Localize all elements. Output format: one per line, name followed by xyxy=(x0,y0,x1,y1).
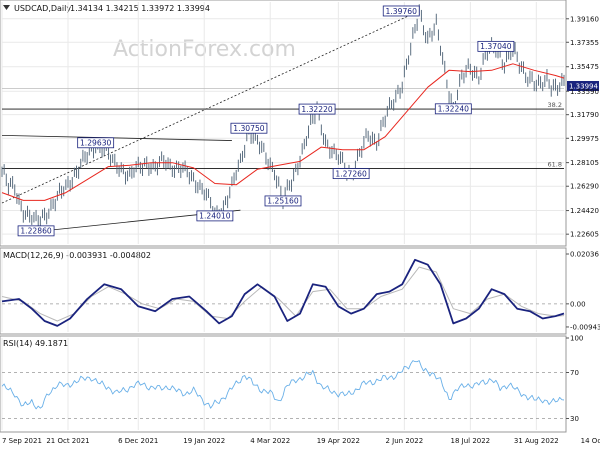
price-tick-label: 1.26290 xyxy=(570,183,599,191)
moving-average-line xyxy=(1,63,565,201)
price-level-label: 1.29630 xyxy=(80,139,112,148)
fib-label: 61.8 xyxy=(548,161,562,169)
price-tick-label: 1.35475 xyxy=(570,63,599,71)
x-tick-label: 6 Dec 2021 xyxy=(118,437,158,445)
x-tick-label: 7 Sep 2021 xyxy=(2,437,42,445)
price-tick-label: 1.24420 xyxy=(570,207,599,215)
macd-signal-line xyxy=(1,266,565,322)
price-level-label: 1.37040 xyxy=(480,42,512,51)
rsi-tick-label: 30 xyxy=(570,415,579,423)
macd-tick-label: 0.02036 xyxy=(570,251,599,259)
price-tick-label: 1.39160 xyxy=(570,15,599,23)
dotted-trendline xyxy=(1,10,420,204)
price-level-label-box xyxy=(332,168,370,180)
price-level-label: 1.39760 xyxy=(386,7,418,16)
price-tick-label: 1.33590 xyxy=(570,88,599,96)
macd-tick-label: -0.009438 xyxy=(570,323,600,331)
fib-label: 38.2 xyxy=(548,101,562,109)
price-level-label-box xyxy=(196,210,234,222)
macd-pane xyxy=(0,247,567,335)
x-tick-label: 18 Jul 2022 xyxy=(451,437,491,445)
price-level-label: 1.30750 xyxy=(233,124,265,133)
rsi-tick-label: 100 xyxy=(570,335,583,343)
dropdown-triangle-icon[interactable] xyxy=(3,5,10,10)
price-level-label: 1.25160 xyxy=(267,197,299,206)
price-level-label: 1.32240 xyxy=(438,105,470,114)
price-level-label-box xyxy=(77,137,115,149)
x-tick-label: 2 Jun 2022 xyxy=(386,437,424,445)
price-level-label-box xyxy=(298,103,336,115)
price-level-label-box xyxy=(434,103,472,115)
macd-line xyxy=(1,258,565,327)
price-level-label-box xyxy=(17,225,55,237)
symbol-timeframe: USDCAD,Daily xyxy=(14,4,71,13)
price-level-label-box xyxy=(230,122,268,134)
price-tick-label: 1.28105 xyxy=(570,159,599,167)
price-tick-label: 1.31790 xyxy=(570,111,599,119)
price-level-label: 1.22860 xyxy=(20,227,52,236)
price-level-label: 1.32220 xyxy=(301,105,333,114)
price-level-label: 1.27260 xyxy=(335,169,367,178)
price-level-label: 1.24010 xyxy=(199,212,231,221)
price-level-label-box xyxy=(264,195,302,207)
price-tick-label: 1.29975 xyxy=(570,135,599,143)
price-tick-label: 1.37355 xyxy=(570,39,599,47)
x-tick-label: 31 Aug 2022 xyxy=(514,437,559,445)
rsi-title: RSI(14) 49.1871 xyxy=(3,339,68,348)
x-tick-label: 21 Oct 2021 xyxy=(46,437,89,445)
x-tick-label: 19 Jan 2022 xyxy=(183,437,225,445)
price-tick-label: 1.22605 xyxy=(570,231,599,239)
x-tick-label: 19 Apr 2022 xyxy=(317,437,360,445)
rsi-tick-label: 70 xyxy=(570,369,579,377)
price-level-label-box xyxy=(477,40,515,52)
channel-trendline xyxy=(1,134,232,141)
current-price-label: 1.33994 xyxy=(569,82,598,90)
price-level-label-box xyxy=(382,5,420,17)
macd-tick-label: 0.00 xyxy=(570,300,586,308)
macd-title: MACD(12,26,9) -0.003931 -0.004802 xyxy=(3,251,151,260)
x-tick-label: 14 Oct 2022 xyxy=(581,437,600,445)
rsi-pane xyxy=(0,335,567,433)
x-tick-label: 4 Mar 2022 xyxy=(250,437,290,445)
rsi-line xyxy=(1,360,565,410)
ohlc-values: 1.34134 1.34215 1.33972 1.33994 xyxy=(70,4,210,13)
current-price-marker xyxy=(567,80,599,91)
